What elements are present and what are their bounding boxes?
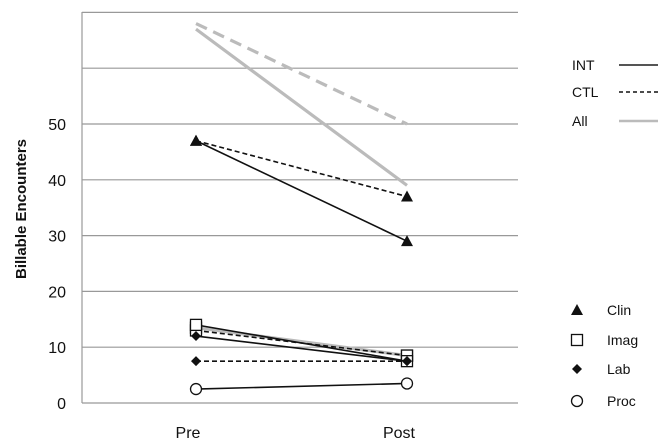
series-line-ctl-clin xyxy=(195,139,408,198)
series-all-imag xyxy=(189,321,414,362)
legend-item-all: All xyxy=(572,113,658,129)
series-ctl-total xyxy=(195,22,408,126)
y-tick-label: 20 xyxy=(48,284,66,301)
x-tick-label: Pre xyxy=(176,425,201,442)
legend-item-lab: Lab xyxy=(572,361,631,377)
series-line-ctl-total xyxy=(195,22,408,126)
legend-label: INT xyxy=(572,57,595,73)
series-line-int-clin xyxy=(195,140,408,242)
legend-label: Imag xyxy=(607,332,638,348)
data-point-ctl-clin xyxy=(190,134,202,146)
x-tick-label: Post xyxy=(383,425,416,442)
y-tick-label: 10 xyxy=(48,340,66,357)
data-point-int-imag xyxy=(189,318,203,332)
data-point-int-clin xyxy=(401,235,413,247)
data-point-int-proc xyxy=(400,377,414,390)
series-line-int-proc xyxy=(195,382,408,390)
data-point-ctl-clin xyxy=(401,190,413,202)
series-line-int-imag xyxy=(195,324,408,362)
series-all-total xyxy=(195,27,408,187)
legend-item-imag: Imag xyxy=(570,332,638,348)
data-point-ctl-lab xyxy=(402,356,412,367)
legend-item-clin: Clin xyxy=(571,302,631,318)
legend: INT CTL All Clin Imag Lab Proc xyxy=(570,57,658,409)
series-ctl-clin xyxy=(190,134,413,202)
series-line-all-total xyxy=(195,27,408,187)
legend-label: All xyxy=(572,113,588,129)
legend-label: Proc xyxy=(607,393,636,409)
data-point-int-lab xyxy=(191,331,201,342)
legend-label: Lab xyxy=(607,361,631,377)
y-tick-label: 40 xyxy=(48,173,66,190)
series-int-clin xyxy=(190,134,413,247)
legend-marker-diamond xyxy=(572,364,582,374)
legend-marker-triangle xyxy=(571,304,583,315)
y-tick-labels: 0 10 20 30 40 50 xyxy=(48,117,66,413)
data-point-ctl-lab xyxy=(191,356,201,367)
series-int-imag xyxy=(189,318,414,368)
x-tick-labels: Pre Post xyxy=(176,425,416,442)
y-axis-label: Billable Encounters xyxy=(13,139,30,279)
y-tick-label: 0 xyxy=(57,396,66,413)
legend-marker-square-open xyxy=(570,333,584,347)
legend-label: Clin xyxy=(607,302,631,318)
legend-item-ctl: CTL xyxy=(572,84,658,100)
legend-marker-circle-open xyxy=(570,394,584,408)
gridlines xyxy=(81,11,518,404)
legend-item-proc: Proc xyxy=(570,393,636,409)
series-int-proc xyxy=(189,377,414,396)
series-ctl-lab xyxy=(191,356,412,367)
legend-item-int: INT xyxy=(572,57,658,73)
y-tick-label: 50 xyxy=(48,117,66,134)
data-point-int-proc xyxy=(189,382,203,396)
series-line-int-lab xyxy=(195,335,408,362)
data-series xyxy=(189,22,414,396)
legend-label: CTL xyxy=(572,84,599,100)
y-tick-label: 30 xyxy=(48,229,66,246)
